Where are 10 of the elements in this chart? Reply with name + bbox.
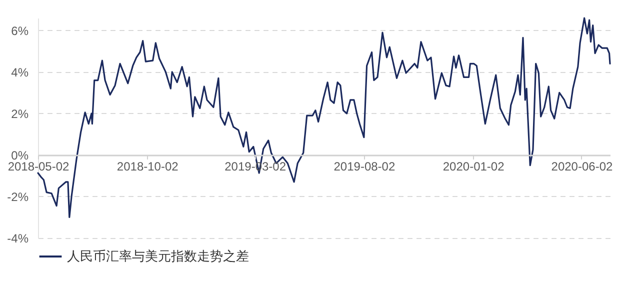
y-tick-label: 2% — [11, 106, 29, 121]
x-tick-label: 2019-08-02 — [334, 159, 396, 174]
legend-label: 人民币汇率与美元指数走势之差 — [67, 248, 249, 264]
x-tick-label: 2020-06-02 — [551, 159, 613, 174]
y-tick-label: 6% — [11, 24, 29, 38]
y-tick-label: 4% — [11, 65, 29, 80]
x-tick-label: 2020-01-02 — [442, 159, 505, 174]
y-tick-label: -4% — [7, 232, 29, 246]
x-tick-label: 2018-10-02 — [116, 159, 179, 174]
y-tick-label: -2% — [7, 190, 29, 204]
